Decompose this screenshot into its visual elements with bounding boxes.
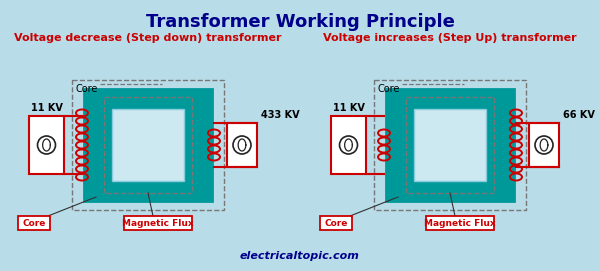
Bar bbox=[386, 89, 514, 201]
Text: 66 KV: 66 KV bbox=[563, 110, 595, 120]
Text: Voltage decrease (Step down) transformer: Voltage decrease (Step down) transformer bbox=[14, 33, 282, 43]
Bar bbox=[124, 216, 192, 230]
Text: 11 KV: 11 KV bbox=[332, 103, 364, 113]
Bar bbox=[406, 97, 494, 193]
Text: electricaltopic.com: electricaltopic.com bbox=[240, 251, 360, 261]
Text: Core: Core bbox=[22, 218, 46, 227]
Bar bbox=[112, 109, 184, 181]
Bar bbox=[331, 116, 366, 174]
Text: 11 KV: 11 KV bbox=[31, 103, 62, 113]
Bar bbox=[29, 116, 64, 174]
Bar bbox=[414, 109, 486, 181]
Text: Magnetic Flux: Magnetic Flux bbox=[424, 218, 496, 227]
Text: Core: Core bbox=[76, 84, 98, 94]
Bar bbox=[104, 97, 192, 193]
Text: 433 KV: 433 KV bbox=[261, 110, 299, 120]
Bar bbox=[18, 216, 50, 230]
Text: Magnetic Flux: Magnetic Flux bbox=[122, 218, 194, 227]
Bar bbox=[72, 80, 224, 210]
Bar bbox=[374, 80, 526, 210]
Bar bbox=[529, 123, 559, 167]
Text: Transformer Working Principle: Transformer Working Principle bbox=[146, 13, 454, 31]
Text: Voltage increases (Step Up) transformer: Voltage increases (Step Up) transformer bbox=[323, 33, 577, 43]
Bar bbox=[320, 216, 352, 230]
Text: Core: Core bbox=[378, 84, 400, 94]
Bar bbox=[227, 123, 257, 167]
Text: Core: Core bbox=[325, 218, 347, 227]
Bar bbox=[426, 216, 494, 230]
Bar bbox=[84, 89, 212, 201]
